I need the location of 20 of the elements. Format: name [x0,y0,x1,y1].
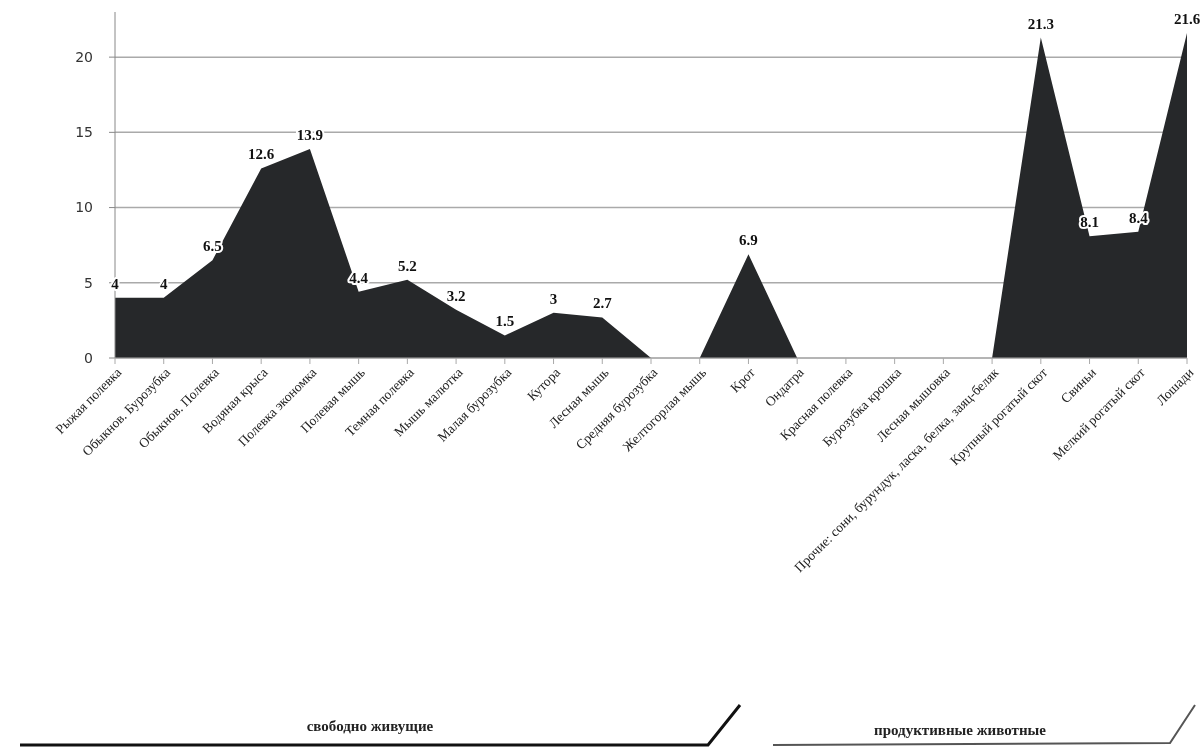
data-label: 12.6 [248,146,275,163]
data-label: 6.5 [203,238,222,255]
y-tick-label: 10 [75,199,93,216]
y-tick-label: 5 [84,274,93,291]
data-label: 5.2 [397,257,417,274]
text: продуктивные животные [874,722,1047,738]
data-label: 6.9 [739,232,758,249]
y-tick-label: 15 [75,124,93,141]
data-label: 1.5 [495,313,515,330]
data-label: 3.2 [446,287,466,304]
text: свободно живущие [306,718,434,734]
data-label: 4 [111,275,120,292]
data-label: 21.6 [1173,11,1201,28]
data-label: 21.3 [1027,15,1054,32]
data-label: 4 [159,275,168,292]
y-tick-label: 0 [84,349,93,366]
data-label: 2.7 [592,295,613,312]
data-label: 3 [549,290,558,307]
data-label: 13.9 [296,126,324,143]
y-tick-label: 20 [75,49,93,66]
